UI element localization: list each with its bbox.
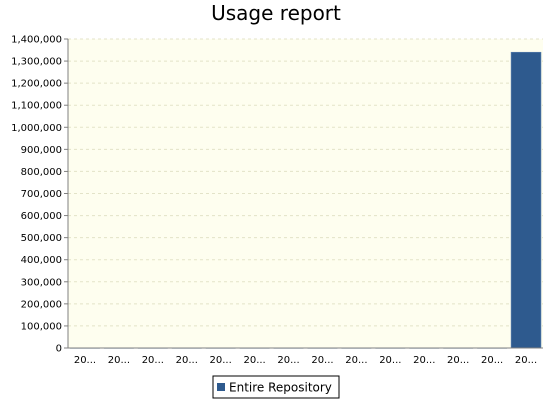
y-tick-label: 1,000,000 xyxy=(11,123,62,134)
y-tick-label: 100,000 xyxy=(21,321,62,332)
y-axis-tick-labels: 0 100,000 200,000 300,000 400,000 500,000 600,… xyxy=(11,35,62,355)
x-tick-label: 20... xyxy=(74,355,96,366)
y-tick-label: 200,000 xyxy=(21,299,62,310)
x-tick-label: 20... xyxy=(210,355,232,366)
y-tick-label: 300,000 xyxy=(21,277,62,288)
x-tick-label: 20... xyxy=(176,355,198,366)
x-tick-label: 20... xyxy=(447,355,469,366)
x-tick-label: 20... xyxy=(515,355,537,366)
legend-box xyxy=(212,375,340,399)
chart-title: Usage report xyxy=(211,1,341,25)
y-tick-label: 400,000 xyxy=(21,255,62,266)
grid-lines xyxy=(68,38,543,327)
y-axis-tick-marks xyxy=(64,38,68,349)
y-tick-label: 1,400,000 xyxy=(11,35,62,46)
y-tick-label: 0 xyxy=(56,344,62,355)
y-tick-label: 1,100,000 xyxy=(11,101,62,112)
x-tick-label: 20... xyxy=(413,355,435,366)
y-tick-label: 500,000 xyxy=(21,233,62,244)
y-tick-label: 800,000 xyxy=(21,167,62,178)
x-tick-label: 20... xyxy=(345,355,367,366)
x-tick-label: 20... xyxy=(108,355,130,366)
x-tick-label: 20... xyxy=(311,355,333,366)
legend: Entire Repository xyxy=(212,375,340,399)
x-tick-label: 20... xyxy=(243,355,265,366)
legend-swatch xyxy=(217,383,225,391)
x-tick-label: 20... xyxy=(142,355,164,366)
y-tick-label: 1,200,000 xyxy=(11,79,62,90)
legend-label: Entire Repository xyxy=(229,381,332,395)
x-tick-label: 20... xyxy=(277,355,299,366)
x-tick-label: 20... xyxy=(481,355,503,366)
x-axis-tick-labels: 20... 20... 20... 20... 20... 20... 20... 20...… xyxy=(74,355,537,366)
bar xyxy=(510,51,542,349)
y-tick-label: 900,000 xyxy=(21,145,62,156)
y-tick-label: 600,000 xyxy=(21,211,62,222)
y-tick-label: 1,300,000 xyxy=(11,57,62,68)
y-tick-label: 700,000 xyxy=(21,189,62,200)
x-tick-label: 20... xyxy=(379,355,401,366)
